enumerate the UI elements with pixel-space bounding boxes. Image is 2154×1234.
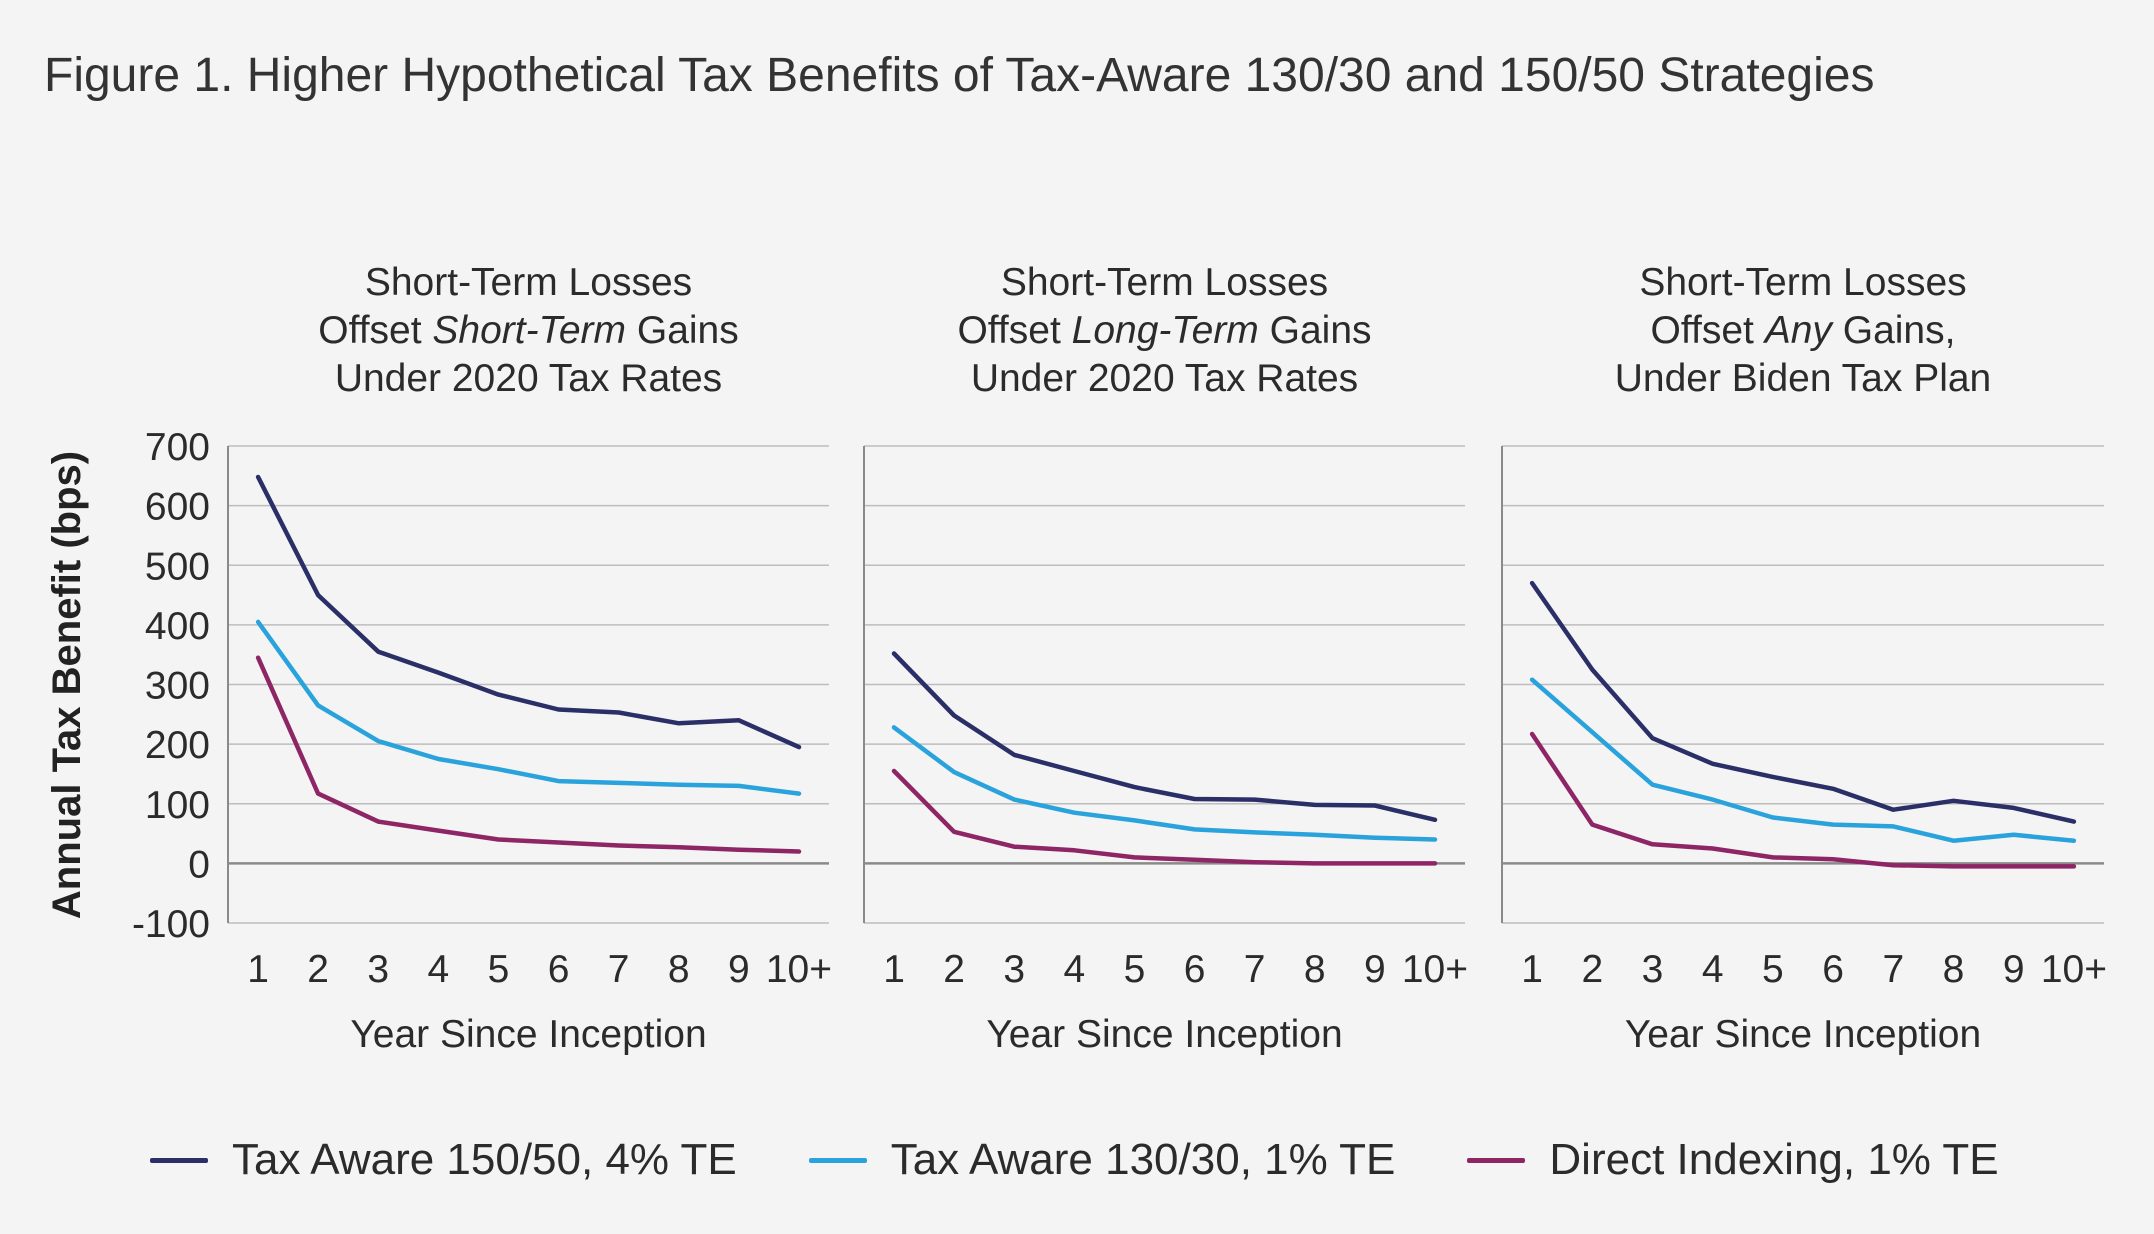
panel-title-line: Short-Term Losses: [1639, 261, 1966, 304]
legend-item-direct-indexing: Direct Indexing, 1% TE: [1467, 1135, 1999, 1185]
legend-swatch-direct-indexing: [1467, 1157, 1526, 1163]
x-tick-label: 3: [367, 948, 389, 991]
series-line-tax-aware-130-30: [891, 725, 1438, 842]
x-tick-label: 3: [1642, 948, 1664, 991]
x-tick-label: 1: [883, 948, 905, 991]
x-axis-title: Year Since Inception: [986, 1013, 1342, 1056]
panel-title-line: Short-Term Losses: [1001, 261, 1328, 304]
x-tick-label: 6: [1184, 948, 1206, 991]
x-tick-label: 8: [1943, 948, 1965, 991]
y-tick-label: 300: [145, 665, 210, 708]
x-tick-label: 8: [1304, 948, 1326, 991]
legend-label-150-50: Tax Aware 150/50, 4% TE: [232, 1135, 737, 1184]
series-line-tax-aware-130-30: [255, 619, 802, 796]
panel-title-line: Under 2020 Tax Rates: [335, 357, 722, 400]
legend-swatch-130-30: [808, 1157, 867, 1163]
x-tick-label: 10+: [766, 948, 832, 991]
x-tick-label: 10+: [2041, 948, 2107, 991]
x-tick-label: 10+: [1402, 948, 1468, 991]
series-line-direct-indexing: [255, 655, 802, 854]
series-line-tax-aware-150-50: [255, 474, 802, 750]
x-tick-label: 5: [488, 948, 510, 991]
legend-label-130-30: Tax Aware 130/30, 1% TE: [890, 1135, 1396, 1184]
x-tick-label: 2: [943, 948, 965, 991]
y-axis-title: Annual Tax Benefit (bps): [45, 451, 89, 919]
panel-title-line: Short-Term Losses: [365, 261, 692, 304]
legend-label-direct-indexing: Direct Indexing, 1% TE: [1549, 1135, 1999, 1184]
panel-title-line: Under 2020 Tax Rates: [971, 357, 1358, 400]
series-line-tax-aware-150-50: [891, 651, 1438, 823]
x-tick-label: 4: [1063, 948, 1085, 991]
x-tick-label: 7: [1244, 948, 1266, 991]
x-tick-label: 7: [1882, 948, 1904, 991]
panel-title-line: Offset Short-Term Gains: [318, 309, 739, 352]
series-line-tax-aware-130-30: [1529, 677, 2077, 843]
y-tick-label: 0: [188, 843, 210, 886]
y-tick-label: 600: [145, 486, 210, 529]
y-tick-label: 500: [145, 545, 210, 588]
legend-item-130-30: Tax Aware 130/30, 1% TE: [808, 1135, 1396, 1185]
x-tick-label: 1: [1521, 948, 1543, 991]
x-tick-label: 6: [548, 948, 570, 991]
x-tick-label: 7: [608, 948, 630, 991]
y-tick-label: -100: [132, 903, 210, 946]
x-tick-label: 3: [1003, 948, 1025, 991]
series-line-direct-indexing: [891, 768, 1438, 866]
x-tick-label: 4: [1702, 948, 1724, 991]
figure-title: Figure 1. Higher Hypothetical Tax Benefi…: [44, 49, 1875, 102]
x-axis-title: Year Since Inception: [350, 1013, 706, 1056]
x-tick-label: 5: [1762, 948, 1784, 991]
panel-title-line: Offset Long-Term Gains: [957, 309, 1371, 352]
x-tick-label: 9: [1364, 948, 1386, 991]
y-tick-label: 400: [145, 605, 210, 648]
y-tick-label: 200: [145, 724, 210, 767]
x-axis-title: Year Since Inception: [1625, 1013, 1981, 1056]
x-tick-label: 9: [728, 948, 750, 991]
x-tick-label: 2: [307, 948, 329, 991]
x-tick-label: 5: [1124, 948, 1146, 991]
x-tick-label: 6: [1822, 948, 1844, 991]
y-tick-label: 700: [145, 426, 210, 469]
x-tick-label: 9: [2003, 948, 2025, 991]
series-line-direct-indexing: [1529, 731, 2077, 869]
series-line-tax-aware-150-50: [1529, 580, 2077, 824]
x-tick-label: 8: [668, 948, 690, 991]
legend-swatch-150-50: [150, 1157, 208, 1163]
y-tick-label: 100: [145, 784, 210, 827]
x-tick-label: 1: [247, 948, 269, 991]
panel-title-line: Offset Any Gains,: [1651, 309, 1956, 352]
legend-item-150-50: Tax Aware 150/50, 4% TE: [150, 1135, 737, 1185]
panel-title-line: Under Biden Tax Plan: [1615, 357, 1992, 400]
x-tick-label: 2: [1581, 948, 1603, 991]
legend: Tax Aware 150/50, 4% TE Tax Aware 130/30…: [150, 1135, 2071, 1185]
x-tick-label: 4: [427, 948, 449, 991]
